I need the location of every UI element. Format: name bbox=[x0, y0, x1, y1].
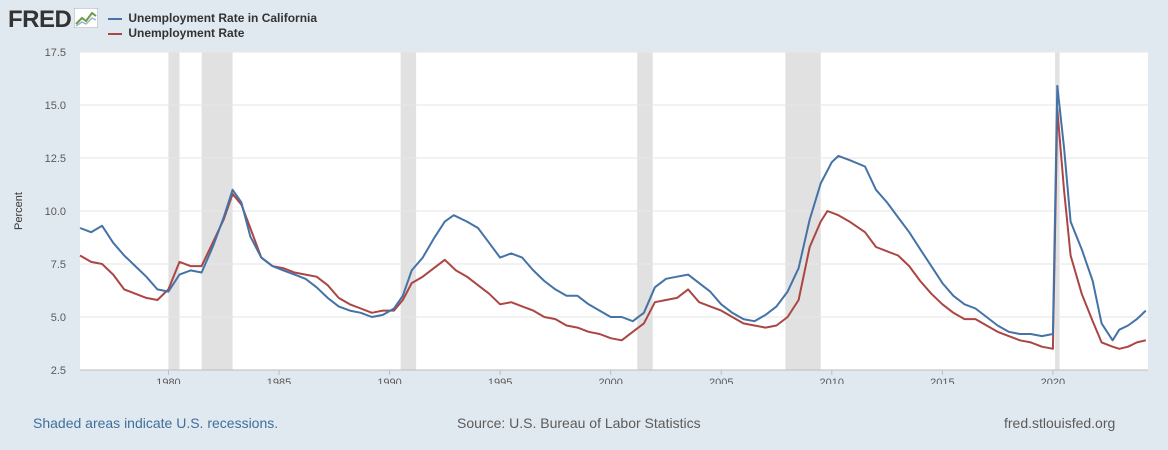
legend-swatch-california bbox=[108, 17, 123, 20]
line-chart[interactable]: 2.55.07.510.012.515.017.5 1980 1985 1990 19… bbox=[0, 44, 1168, 389]
y-tick-label: 17.5 bbox=[45, 47, 66, 59]
y-tick-label: 5.0 bbox=[51, 312, 66, 324]
y-tick-label: 2.5 bbox=[51, 365, 66, 377]
chart-header: FRED Unemployment Rate in California Une… bbox=[8, 6, 317, 40]
x-tick-label: 1985 bbox=[267, 377, 291, 384]
y-axis-label: Percent bbox=[13, 192, 25, 230]
x-tick-label: 2005 bbox=[709, 377, 733, 384]
x-tick-label: 2015 bbox=[930, 377, 954, 384]
y-tick-label: 12.5 bbox=[45, 153, 66, 165]
legend-label-california: Unemployment Rate in California bbox=[128, 11, 318, 25]
x-tick-label: 1980 bbox=[156, 377, 180, 384]
x-axis-ticks: 1980 1985 1990 1995 2000 2005 2010 2015 2020 bbox=[80, 369, 1148, 389]
y-tick-label: 10.0 bbox=[45, 206, 66, 218]
y-tick-label: 7.5 bbox=[51, 259, 66, 271]
series-lines bbox=[79, 84, 1147, 350]
recession-note-link[interactable]: Shaded areas indicate U.S. recessions. bbox=[33, 415, 279, 431]
legend-label-us: Unemployment Rate bbox=[128, 26, 245, 40]
x-tick-label: 2020 bbox=[1041, 377, 1065, 384]
site-url[interactable]: fred.stlouisfed.org bbox=[1004, 415, 1116, 431]
x-tick-label: 2010 bbox=[820, 377, 844, 384]
chart-legend: Unemployment Rate in California Unemploy… bbox=[108, 11, 317, 41]
us-rate-line bbox=[79, 108, 1147, 350]
logo-text: FRED bbox=[8, 6, 72, 33]
x-tick-label: 1995 bbox=[488, 377, 512, 384]
california-rate-line bbox=[79, 84, 1147, 342]
legend-item-california[interactable]: Unemployment Rate in California bbox=[108, 11, 317, 26]
trend-chart-icon bbox=[73, 7, 99, 33]
fred-logo[interactable]: FRED bbox=[8, 6, 99, 34]
legend-item-us[interactable]: Unemployment Rate bbox=[108, 26, 317, 41]
source-text: Source: U.S. Bureau of Labor Statistics bbox=[457, 415, 701, 431]
y-axis-ticks: 2.5 5.0 7.5 10.0 12.5 15.0 17.5 bbox=[45, 47, 66, 377]
y-tick-label: 15.0 bbox=[45, 100, 66, 112]
x-tick-label: 1990 bbox=[377, 377, 401, 384]
legend-swatch-us bbox=[108, 32, 123, 35]
chart-area[interactable]: 2.5 5.0 7.5 10.0 12.5 15.0 17.5 1980 1985 1990 19… bbox=[0, 44, 1168, 389]
chart-footer: Shaded areas indicate U.S. recessions. S… bbox=[0, 415, 1168, 435]
x-tick-label: 2000 bbox=[598, 377, 622, 384]
